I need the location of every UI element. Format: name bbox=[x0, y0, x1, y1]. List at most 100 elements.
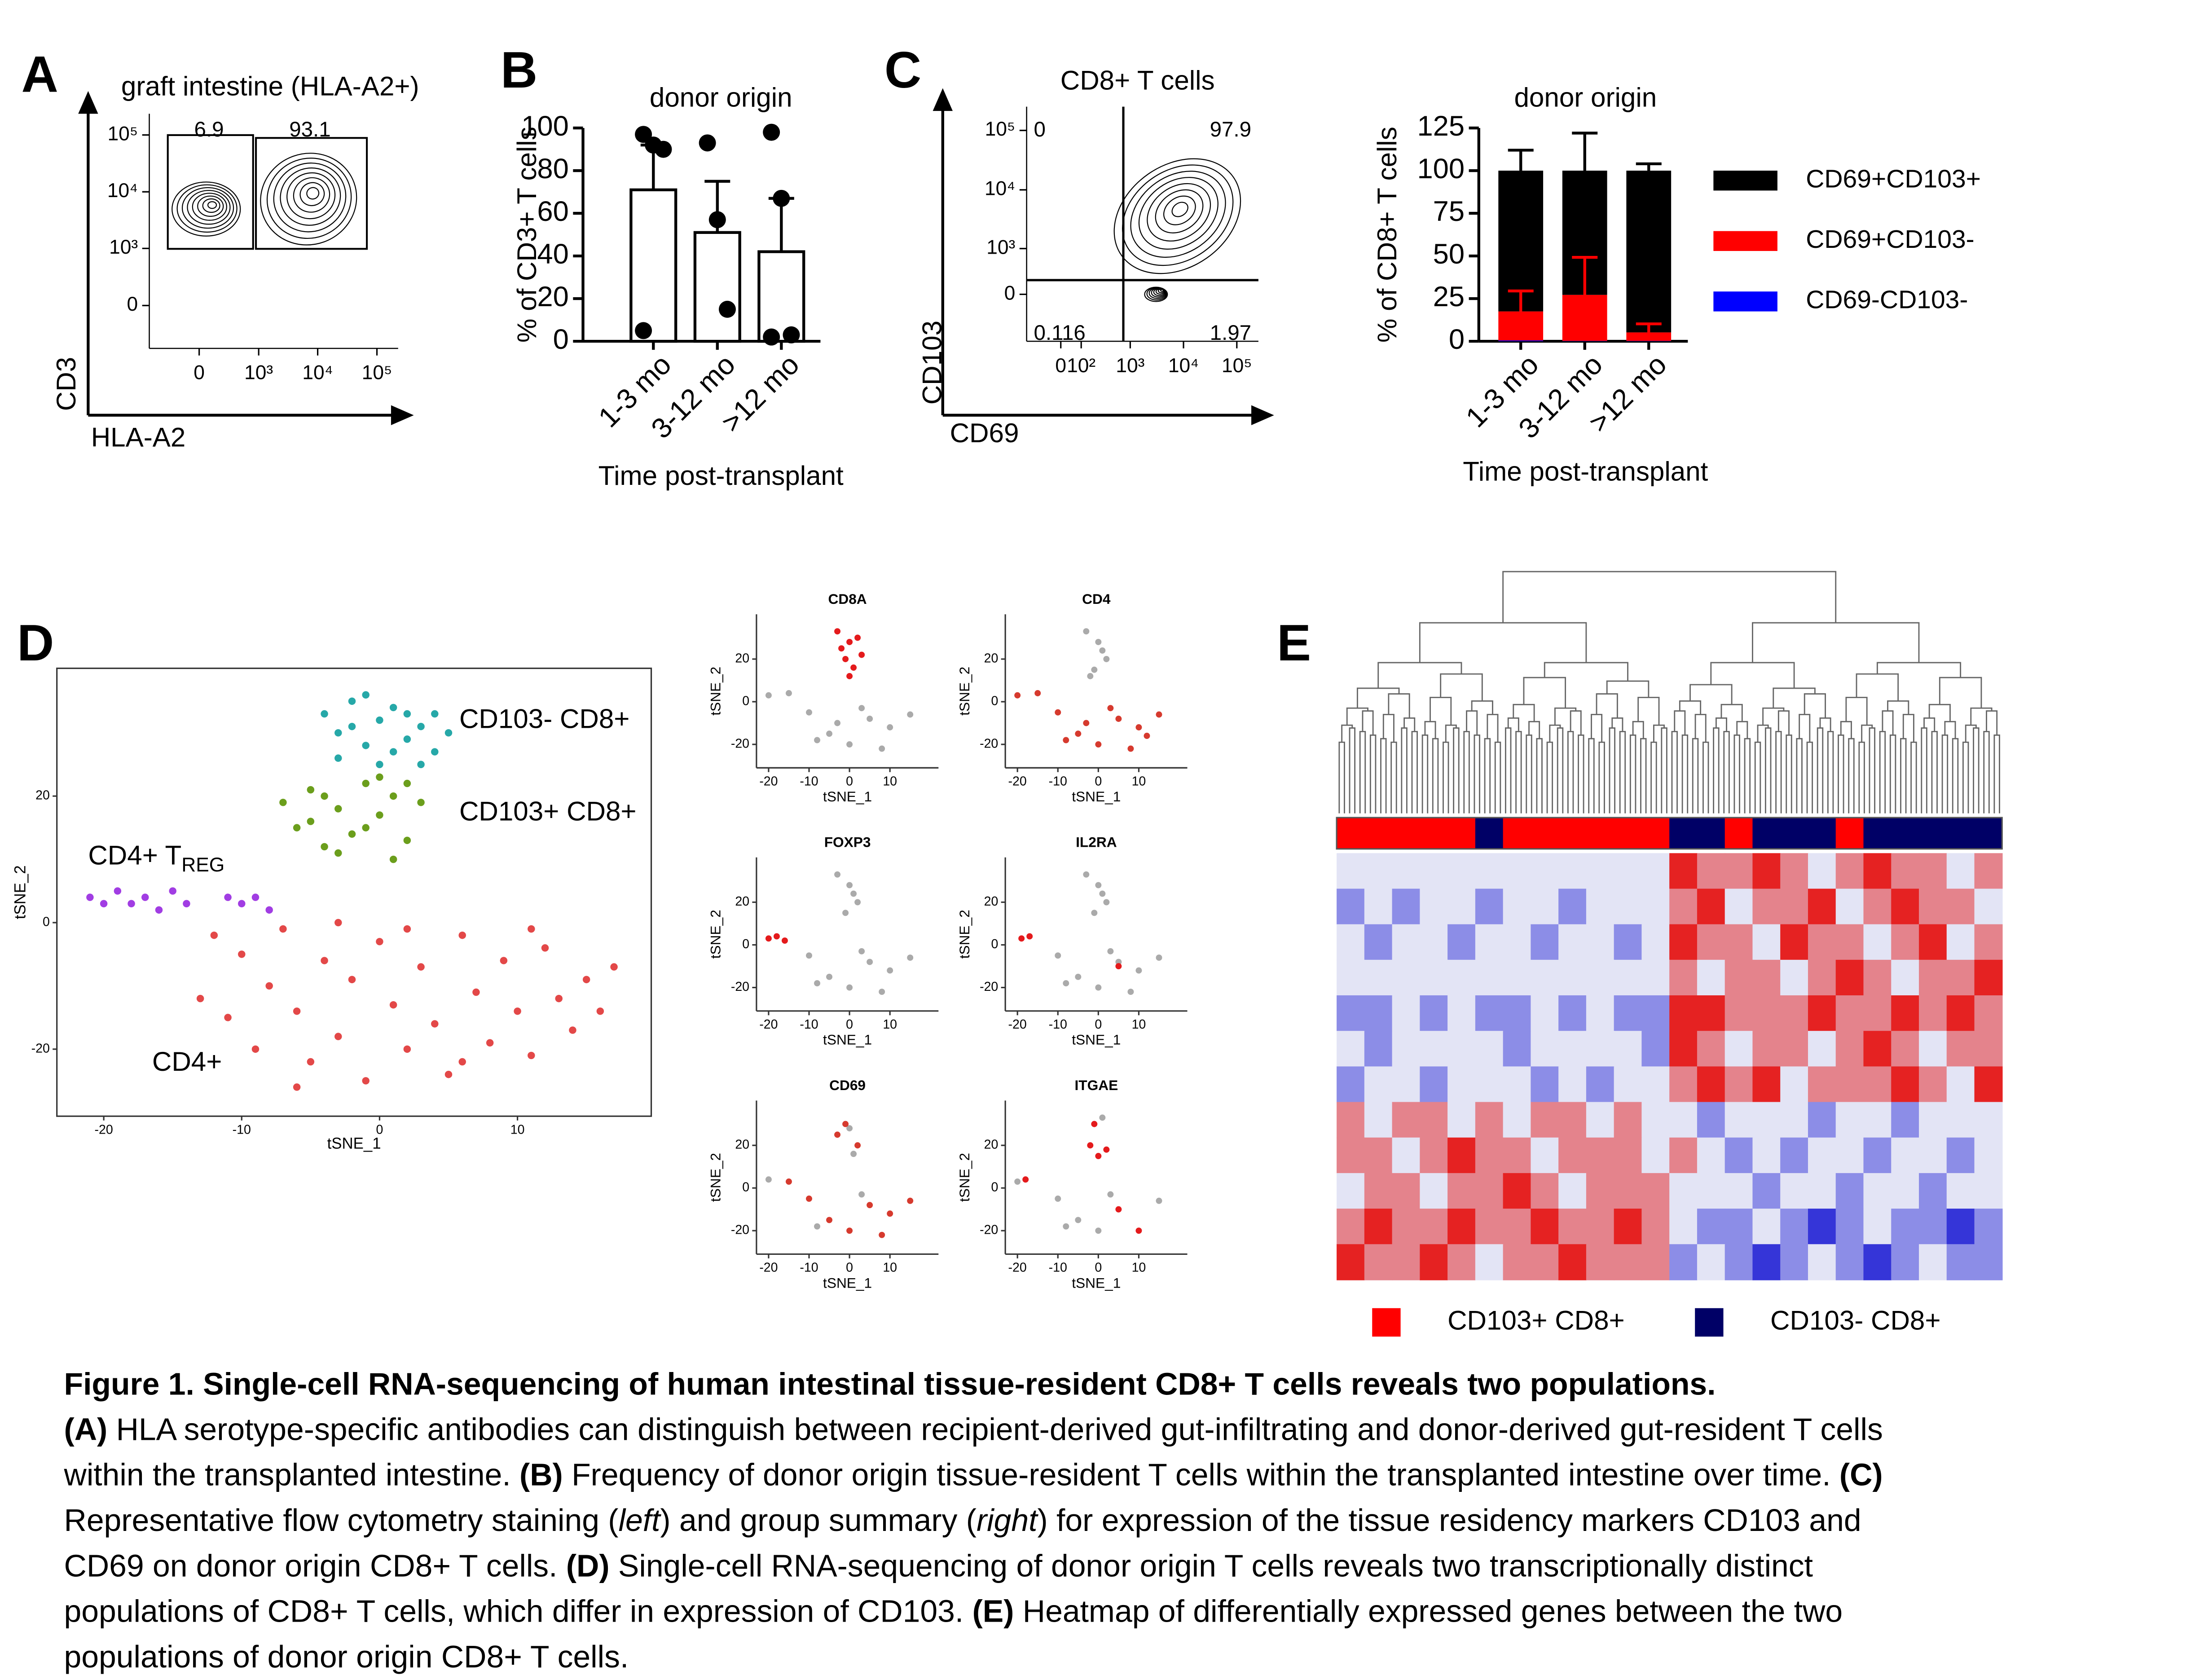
caption-line: within the transplanted intestine. (B) F… bbox=[64, 1457, 1883, 1492]
point bbox=[806, 952, 812, 959]
heatmap-cell bbox=[1863, 853, 1892, 889]
point bbox=[846, 673, 853, 679]
dendrogram-branch bbox=[1723, 731, 1730, 814]
heatmap-cell bbox=[1337, 924, 1365, 961]
y-tick-label: 100 bbox=[1417, 153, 1465, 185]
heatmap-cell bbox=[1974, 1173, 2003, 1209]
annotation-cell bbox=[1669, 818, 1698, 849]
contour-line bbox=[1122, 164, 1234, 266]
y-tick-label: 20 bbox=[984, 894, 999, 909]
dendrogram-branch bbox=[1702, 741, 1709, 814]
point bbox=[458, 1058, 466, 1066]
panel-title: IL2RA bbox=[1076, 834, 1117, 850]
heatmap-cell bbox=[1918, 1031, 1948, 1067]
heatmap-cell bbox=[1364, 959, 1393, 996]
point bbox=[1063, 980, 1069, 987]
contour-line bbox=[299, 182, 325, 207]
point bbox=[1115, 963, 1122, 970]
data-point bbox=[635, 322, 652, 339]
dendrogram-branch bbox=[1588, 738, 1595, 814]
panel-label: C bbox=[884, 42, 921, 99]
heatmap-cell bbox=[1531, 888, 1559, 925]
dendrogram-branch bbox=[1848, 738, 1855, 814]
heatmap-cell bbox=[1780, 959, 1809, 996]
heatmap-cell bbox=[1669, 1031, 1698, 1067]
heatmap-cell bbox=[1752, 1173, 1781, 1209]
heatmap-cell bbox=[1946, 1066, 1975, 1103]
y-tick-label: 0 bbox=[43, 915, 50, 929]
caption-segment: (A) bbox=[64, 1412, 108, 1447]
contour-line bbox=[280, 167, 341, 226]
heatmap-cell bbox=[1641, 853, 1670, 889]
heatmap-cell bbox=[1863, 888, 1892, 925]
heatmap-cell bbox=[1503, 1031, 1531, 1067]
annotation-cell bbox=[1447, 818, 1476, 849]
plot-frame bbox=[56, 667, 652, 1117]
legend-swatch bbox=[1713, 171, 1777, 191]
heatmap-cell bbox=[1392, 888, 1421, 925]
heatmap-cell bbox=[1863, 924, 1892, 961]
flow-arrow bbox=[933, 88, 953, 111]
point bbox=[1095, 882, 1102, 888]
y-tick-label: 10⁴ bbox=[107, 180, 138, 202]
heatmap-cell bbox=[1697, 924, 1725, 961]
dendrogram-branch bbox=[1713, 727, 1720, 814]
point bbox=[1103, 1146, 1110, 1153]
heatmap-cell bbox=[1918, 995, 1948, 1032]
heatmap-cell bbox=[1918, 853, 1948, 889]
heatmap-cell bbox=[1337, 1173, 1365, 1209]
heatmap-cell bbox=[1918, 1137, 1948, 1174]
point bbox=[773, 933, 780, 940]
heatmap-cell bbox=[1586, 888, 1615, 925]
heatmap-cell bbox=[1364, 1102, 1393, 1138]
point bbox=[334, 729, 342, 737]
point bbox=[321, 957, 328, 964]
dendrogram-branch bbox=[1692, 738, 1699, 814]
caption-line: populations of donor origin CD8+ T cells… bbox=[64, 1639, 629, 1674]
point bbox=[362, 1077, 370, 1085]
dendrogram-branch bbox=[1887, 700, 1909, 715]
dendrogram-branch bbox=[1819, 717, 1831, 732]
point bbox=[1095, 639, 1102, 645]
heatmap-cell bbox=[1974, 888, 2003, 925]
y-tick-label: -20 bbox=[980, 1223, 998, 1237]
heatmap-cell bbox=[1420, 1209, 1448, 1245]
y-axis-label: tSNE_2 bbox=[956, 910, 972, 959]
x-tick-label: 0 bbox=[376, 1122, 383, 1137]
heatmap-cell bbox=[1337, 959, 1365, 996]
point bbox=[1075, 1217, 1082, 1223]
heatmap-cell bbox=[1808, 1244, 1836, 1280]
point bbox=[458, 931, 466, 939]
point bbox=[334, 805, 342, 813]
y-tick-label: -20 bbox=[731, 1223, 749, 1237]
heatmap-cell bbox=[1614, 1066, 1642, 1103]
heatmap-cell bbox=[1420, 888, 1448, 925]
heatmap-cell bbox=[1503, 1066, 1531, 1103]
point bbox=[389, 792, 397, 800]
point bbox=[403, 925, 411, 933]
dendrogram-branch bbox=[1554, 707, 1577, 726]
heatmap-cell bbox=[1724, 853, 1753, 889]
x-tick-label: -20 bbox=[759, 774, 778, 788]
dendrogram-branch bbox=[1858, 741, 1865, 814]
point bbox=[376, 761, 383, 768]
point bbox=[1026, 933, 1033, 940]
point bbox=[500, 957, 508, 964]
heatmap-cell bbox=[1835, 1209, 1864, 1245]
heatmap-cell bbox=[1447, 1102, 1476, 1138]
panel-label: D bbox=[17, 615, 54, 672]
point bbox=[86, 893, 94, 901]
dendrogram-branch bbox=[1983, 731, 1990, 814]
dendrogram-branch bbox=[1609, 727, 1616, 814]
heatmap-cell bbox=[1891, 959, 1920, 996]
panel-title: FOXP3 bbox=[824, 834, 871, 850]
heatmap-cell bbox=[1531, 1173, 1559, 1209]
y-tick-label: 0 bbox=[742, 694, 749, 708]
heatmap-cell bbox=[1586, 1031, 1615, 1067]
point bbox=[1018, 935, 1025, 942]
point bbox=[541, 944, 549, 952]
y-tick-label: 75 bbox=[1433, 196, 1465, 227]
heatmap-cell bbox=[1835, 1137, 1864, 1174]
caption-line: Representative flow cytometry staining (… bbox=[64, 1503, 1861, 1538]
heatmap-cell bbox=[1558, 1137, 1587, 1174]
